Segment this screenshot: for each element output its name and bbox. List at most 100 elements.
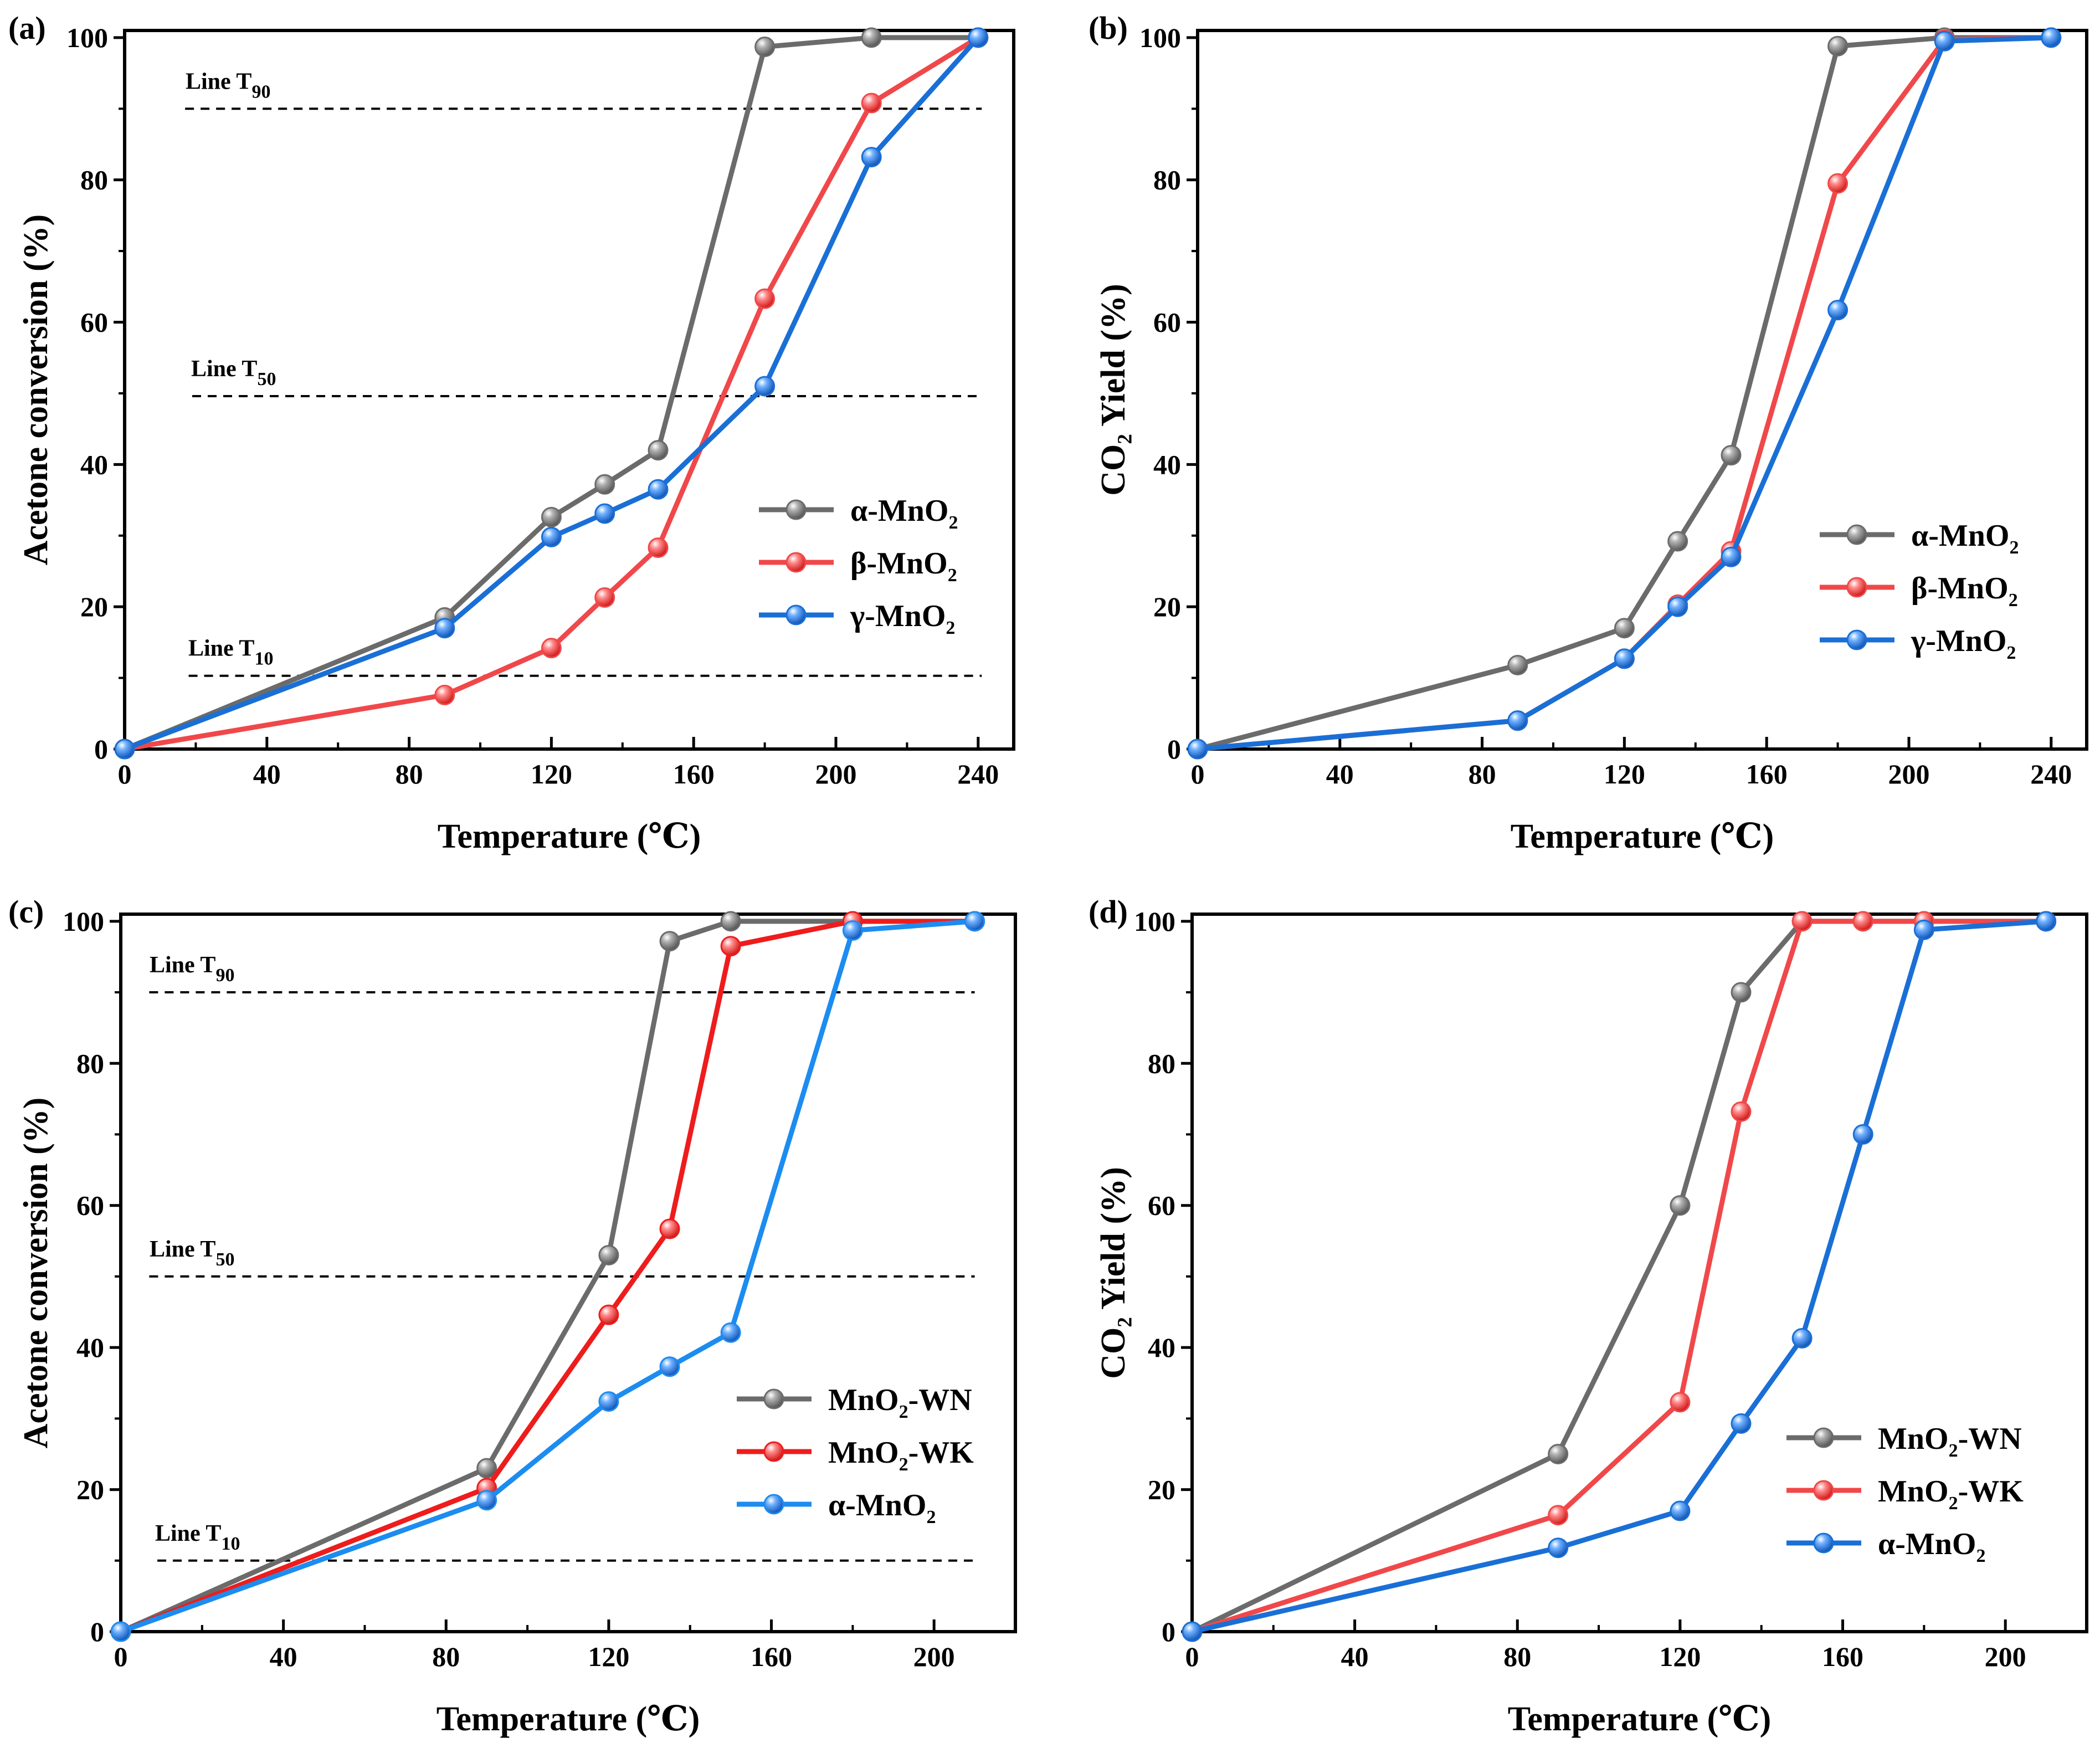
x-tick-label: 200	[1985, 1641, 2026, 1672]
y-tick-label: 0	[1167, 734, 1181, 765]
y-tick-label: 60	[76, 1190, 104, 1221]
x-tick-label: 160	[673, 758, 715, 790]
series-line-1	[1197, 35, 2051, 752]
data-point	[1670, 1392, 1691, 1413]
x-axis-label: Temperature (℃)	[1511, 818, 1774, 855]
data-point	[1182, 1621, 1203, 1642]
data-point	[1731, 982, 1752, 1003]
data-point	[1791, 1327, 1813, 1349]
data-point	[1614, 618, 1635, 639]
x-tick-label: 200	[1888, 758, 1930, 790]
chart-panel-1: (a) 0 40 80 120 160 200 240 0 20 40 60 80 100 Temperat…	[8, 10, 1015, 855]
y-tick-label: 80	[1148, 1048, 1175, 1079]
data-point	[720, 1322, 741, 1343]
y-tick-label: 20	[1153, 591, 1181, 622]
legend-label: α-MnO2	[850, 494, 958, 533]
plot-frame	[119, 913, 1017, 1633]
data-point	[1548, 1537, 1569, 1559]
y-tick-label: 100	[1139, 22, 1181, 53]
data-point	[842, 920, 863, 941]
data-point	[754, 37, 776, 58]
legend-label: α-MnO2	[1911, 519, 2019, 558]
chart-panel-4: (d) 0 40 80 120 160 200 0 20 40 60 80 100 Temperature…	[1088, 894, 2088, 1738]
x-axis-label: Temperature (℃)	[1508, 1700, 1771, 1738]
data-point	[598, 1244, 619, 1265]
data-point	[968, 27, 989, 48]
x-tick-label: 80	[1503, 1641, 1531, 1672]
data-point	[1827, 173, 1849, 194]
series-line-1	[1191, 919, 2046, 1634]
data-point	[541, 638, 562, 659]
data-point	[659, 1218, 680, 1239]
data-point	[1614, 648, 1635, 669]
y-tick-label: 60	[1153, 307, 1181, 338]
legend-label: MnO2-WK	[828, 1436, 974, 1475]
data-point	[1507, 710, 1528, 731]
data-point	[720, 911, 741, 932]
x-tick-label: 160	[1822, 1641, 1863, 1672]
panel-label: (a)	[8, 10, 46, 46]
panel-label: (d)	[1088, 894, 1128, 930]
data-point	[1721, 445, 1742, 466]
legend-marker	[785, 604, 807, 626]
legend-marker	[785, 552, 807, 573]
x-axis-label: Temperature (℃)	[437, 1700, 700, 1738]
data-point	[1852, 911, 1873, 932]
series-line-2	[1191, 919, 2046, 1634]
y-tick-label: 60	[1148, 1190, 1175, 1221]
legend-marker	[1846, 577, 1867, 598]
legend-marker	[785, 499, 807, 520]
legend-marker	[763, 1441, 784, 1462]
data-point	[648, 479, 669, 500]
data-point	[594, 503, 615, 524]
plot-frame	[123, 29, 1015, 751]
panel-label: (b)	[1088, 10, 1128, 46]
ref-line-label-t10: Line T10	[188, 636, 273, 669]
data-point	[1731, 1413, 1752, 1434]
x-tick-label: 0	[1191, 758, 1205, 790]
data-point	[434, 618, 455, 639]
y-tick-label: 100	[66, 22, 108, 53]
y-axis-label: Acetone conversion (%)	[17, 214, 55, 566]
legend-marker	[1846, 524, 1867, 545]
data-point	[720, 936, 741, 957]
data-point	[754, 376, 776, 397]
y-axis-label: CO₂ Yield (%)	[1095, 284, 1132, 496]
y-tick-label: 100	[1134, 906, 1175, 937]
y-tick-label: 0	[1162, 1616, 1175, 1647]
y-axis-label: CO₂ Yield (%)	[1095, 1167, 1132, 1379]
data-point	[2036, 911, 2057, 932]
data-point	[964, 911, 985, 932]
data-point	[1827, 35, 1849, 57]
data-point	[114, 739, 135, 760]
y-tick-label: 60	[80, 307, 108, 338]
legend-marker	[1846, 629, 1867, 650]
data-point	[1791, 911, 1813, 932]
data-point	[598, 1304, 619, 1325]
legend-label: α-MnO2	[1878, 1527, 1985, 1566]
y-tick-label: 40	[76, 1332, 104, 1363]
x-tick-label: 40	[270, 1641, 297, 1672]
data-point	[1852, 1124, 1873, 1145]
series-line-3	[124, 35, 980, 752]
data-point	[476, 1490, 497, 1511]
x-tick-label: 0	[118, 758, 132, 790]
y-tick-label: 20	[76, 1474, 104, 1505]
panel-label: (c)	[8, 894, 44, 930]
data-point	[594, 587, 615, 608]
x-axis-label: Temperature (℃)	[438, 818, 701, 855]
x-tick-label: 120	[531, 758, 572, 790]
x-tick-label: 0	[114, 1641, 128, 1672]
legend-label: γ-MnO2	[1911, 624, 2016, 663]
x-tick-label: 40	[1326, 758, 1354, 790]
legend-marker	[1813, 1480, 1834, 1501]
plot-frame	[1196, 29, 2088, 751]
x-tick-label: 80	[1469, 758, 1496, 790]
y-tick-label: 0	[90, 1616, 104, 1647]
series-line-1	[124, 35, 978, 752]
data-point	[1670, 1195, 1691, 1216]
legend-label: MnO2-WN	[828, 1383, 972, 1422]
y-tick-label: 80	[1153, 165, 1181, 196]
data-point	[594, 474, 615, 495]
